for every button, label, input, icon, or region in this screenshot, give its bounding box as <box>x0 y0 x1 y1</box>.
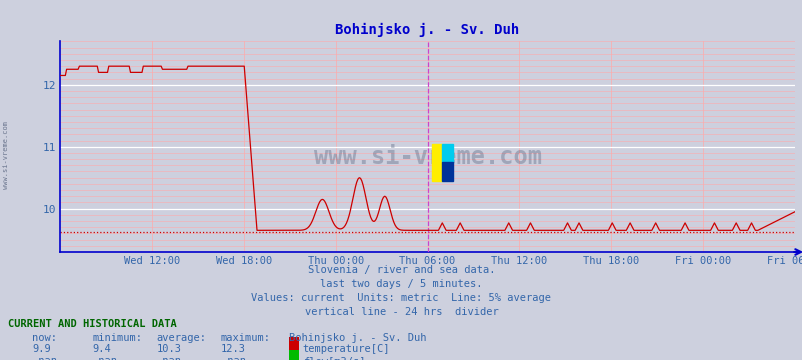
Text: -nan: -nan <box>92 356 117 360</box>
Text: Bohinjsko j. - Sv. Duh: Bohinjsko j. - Sv. Duh <box>289 333 426 343</box>
Text: -nan: -nan <box>221 356 245 360</box>
Text: temperature[C]: temperature[C] <box>302 344 390 354</box>
Text: maximum:: maximum: <box>221 333 270 343</box>
Text: www.si-vreme.com: www.si-vreme.com <box>314 145 541 169</box>
Text: Slovenia / river and sea data.: Slovenia / river and sea data. <box>307 265 495 275</box>
Text: average:: average: <box>156 333 206 343</box>
Title: Bohinjsko j. - Sv. Duh: Bohinjsko j. - Sv. Duh <box>335 23 519 37</box>
Bar <box>431 144 442 181</box>
Text: vertical line - 24 hrs  divider: vertical line - 24 hrs divider <box>304 307 498 317</box>
Text: 9.9: 9.9 <box>32 344 51 354</box>
Text: now:: now: <box>32 333 57 343</box>
Text: last two days / 5 minutes.: last two days / 5 minutes. <box>320 279 482 289</box>
Text: 10.3: 10.3 <box>156 344 181 354</box>
Text: CURRENT AND HISTORICAL DATA: CURRENT AND HISTORICAL DATA <box>8 319 176 329</box>
Text: flow[m3/s]: flow[m3/s] <box>302 356 365 360</box>
Text: Values: current  Units: metric  Line: 5% average: Values: current Units: metric Line: 5% a… <box>251 293 551 303</box>
Text: 9.4: 9.4 <box>92 344 111 354</box>
Bar <box>442 144 452 162</box>
Bar <box>442 162 452 181</box>
Text: 12.3: 12.3 <box>221 344 245 354</box>
Text: -nan: -nan <box>156 356 181 360</box>
Text: -nan: -nan <box>32 356 57 360</box>
Text: minimum:: minimum: <box>92 333 142 343</box>
Text: www.si-vreme.com: www.si-vreme.com <box>3 121 10 189</box>
